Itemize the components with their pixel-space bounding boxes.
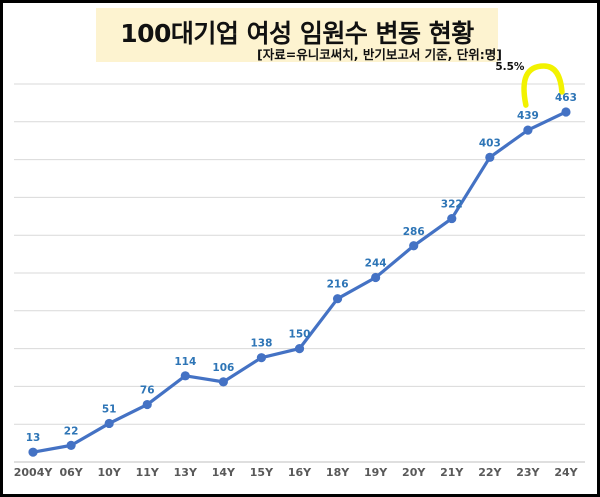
data-label: 244 bbox=[365, 258, 387, 270]
data-point bbox=[218, 377, 228, 387]
x-tick-label: 18Y bbox=[326, 466, 350, 479]
x-tick-label: 15Y bbox=[250, 466, 274, 479]
data-point bbox=[66, 440, 76, 450]
data-point bbox=[256, 353, 267, 363]
data-label: 51 bbox=[102, 403, 117, 415]
data-point bbox=[523, 125, 533, 135]
gridlines bbox=[14, 83, 585, 463]
x-tick-label: 16Y bbox=[288, 466, 312, 479]
data-point bbox=[28, 447, 38, 457]
data-label: 138 bbox=[250, 338, 272, 350]
data-label: 463 bbox=[555, 92, 577, 104]
x-tick-label: 2004Y bbox=[14, 466, 54, 479]
data-label: 22 bbox=[64, 425, 79, 437]
title-background bbox=[96, 8, 498, 62]
data-label: 106 bbox=[212, 362, 234, 374]
data-point bbox=[447, 213, 457, 224]
growth-arc bbox=[521, 63, 565, 108]
data-point bbox=[561, 107, 571, 117]
data-point bbox=[294, 344, 305, 354]
data-point bbox=[371, 272, 381, 283]
data-point bbox=[104, 418, 114, 429]
data-labels: 13 22 51 76 114 106 138 150 216 244 286 322 403 439 46… bbox=[26, 92, 577, 444]
data-point bbox=[409, 241, 419, 251]
series-line-layer bbox=[31, 110, 568, 454]
x-tick-label: 20Y bbox=[402, 466, 426, 479]
x-tick-labels: 2004Y 06Y 10Y 11Y 13Y 14Y 15Y 16Y 18Y 19Y 20Y 21Y 22… bbox=[14, 466, 579, 479]
x-tick-label: 11Y bbox=[136, 466, 160, 479]
x-tick-label: 06Y bbox=[59, 466, 83, 479]
x-tick-label: 14Y bbox=[212, 466, 236, 479]
data-point bbox=[180, 371, 190, 381]
x-tick-label: 22Y bbox=[478, 466, 502, 479]
x-tick-label: 21Y bbox=[440, 466, 464, 479]
data-label: 322 bbox=[441, 199, 463, 211]
chart-title: 100대기업 여성 임원수 변동 현황 bbox=[120, 19, 474, 48]
data-points bbox=[28, 107, 571, 457]
data-point bbox=[485, 152, 495, 162]
data-label: 216 bbox=[327, 279, 349, 291]
data-point bbox=[332, 294, 343, 304]
data-label: 439 bbox=[517, 110, 539, 122]
growth-rate-label: 5.5% bbox=[495, 61, 525, 73]
x-tick-label: 23Y bbox=[516, 466, 540, 479]
x-tick-label: 19Y bbox=[364, 466, 388, 479]
growth-annotation: 5.5% bbox=[495, 61, 565, 108]
series-line bbox=[31, 110, 568, 454]
data-point bbox=[142, 399, 152, 410]
x-tick-label: 13Y bbox=[174, 466, 198, 479]
data-label: 76 bbox=[140, 385, 155, 397]
data-label: 403 bbox=[479, 137, 501, 149]
data-label: 150 bbox=[289, 329, 311, 341]
x-tick-label: 10Y bbox=[98, 466, 122, 479]
data-label: 114 bbox=[174, 356, 196, 368]
data-label: 13 bbox=[26, 432, 41, 444]
x-tick-label: 24Y bbox=[554, 466, 578, 479]
chart-source-note: [자료=유니코써치, 반기보고서 기준, 단위:명] bbox=[257, 47, 502, 62]
data-label: 286 bbox=[403, 226, 425, 238]
